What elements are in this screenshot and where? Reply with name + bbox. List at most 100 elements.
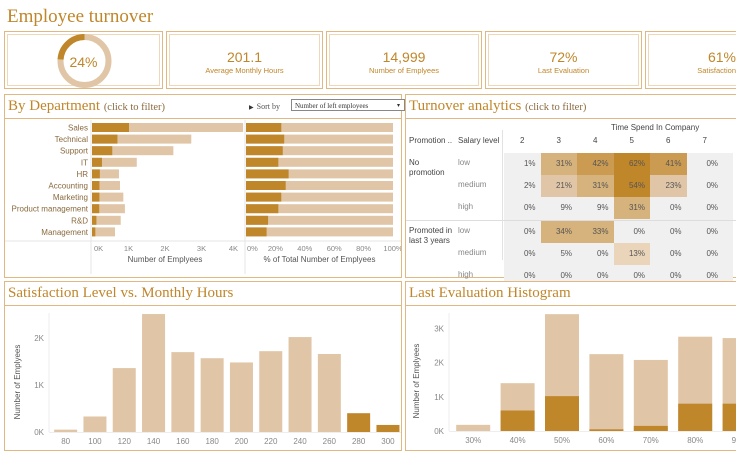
x-tick-label: 140: [147, 437, 161, 446]
bar-pct-left: [246, 204, 279, 214]
heatmap-cell: 9%: [560, 203, 572, 212]
bar-total: [92, 192, 124, 202]
heatmap-cell: 9%: [596, 203, 609, 212]
x-tick-label: 50%: [554, 436, 570, 445]
y-tick-label: 1K: [434, 393, 444, 402]
tick-label: 1K: [124, 244, 133, 253]
bar-left: [589, 429, 624, 431]
heatmap-cell: 62%: [613, 153, 650, 175]
column-header: 3: [556, 136, 561, 145]
bar-pct-total: [246, 181, 393, 190]
tick-label: 0%: [247, 244, 258, 253]
heatmap-cell: 41%: [650, 153, 687, 175]
kpi-number-of-employees[interactable]: 14,999 Number of Emplyees: [326, 31, 482, 89]
bar: [112, 368, 136, 432]
kpi-satisfaction[interactable]: 61% Satisfaction: [645, 31, 736, 89]
x-tick-label: 30%: [465, 436, 481, 445]
x-tick-label: 80: [61, 437, 70, 446]
heatmap-cell: 31%: [613, 197, 650, 219]
kpi-turnover-rate[interactable]: 24%: [4, 31, 163, 89]
evaluation-chart: 0K 1K 2K 3K Number of Emplyees 30% 40% 50% 60% 70…: [412, 313, 736, 445]
department-label: Product management: [12, 205, 89, 214]
group-divider: [406, 220, 736, 221]
x-tick-label: 260: [323, 437, 337, 446]
turnover-panel: Turnover analytics (click to filter) Tim…: [405, 94, 736, 287]
column-header: 7: [702, 136, 707, 145]
bar: [347, 413, 371, 432]
bar: [200, 358, 224, 432]
x-tick-label: 300: [381, 437, 395, 446]
bar-pct-left: [246, 146, 283, 156]
kpi-last-evaluation[interactable]: 72% Last Evaluation: [485, 31, 642, 89]
column-header: 2: [520, 136, 525, 145]
bar-total: [92, 215, 121, 225]
heatmap-cell: 0%: [596, 249, 609, 258]
kpi-value: 201.1: [226, 49, 263, 65]
bar-total: [92, 146, 174, 156]
panel-subtitle: (click to filter): [525, 102, 587, 113]
bar-left: [92, 169, 100, 179]
heatmap-cell: 0%: [669, 271, 682, 280]
tick-label: 20%: [268, 244, 283, 253]
bar-pct-total: [246, 204, 393, 214]
bar-pct-total: [246, 215, 393, 225]
heatmap-cell: 34%: [540, 221, 577, 243]
panel-title: Satisfaction Level vs. Monthly Hours: [8, 285, 234, 301]
department-label: Sales: [68, 124, 88, 133]
axis-title: % of Total Number of Emplyees: [264, 255, 376, 264]
kpi-avg-monthly-hours[interactable]: 201.1 Average Monthly Hours: [166, 31, 323, 89]
panel-header: Turnover analytics (click to filter): [406, 95, 736, 119]
bar-left: [92, 123, 130, 132]
salary-level-label: medium: [458, 180, 487, 189]
x-tick-label: 180: [205, 437, 219, 446]
bar-left: [92, 227, 96, 237]
heatmap-cell: 0%: [706, 203, 718, 212]
sort-select[interactable]: Number of left employees ▾: [291, 99, 405, 111]
bar-left: [92, 215, 97, 225]
x-tick-label: 160: [176, 437, 190, 446]
bar-pct-left: [246, 192, 282, 202]
heatmap-cell: 31%: [577, 175, 614, 197]
kpi-value: 14,999: [382, 49, 426, 65]
y-tick-label: 2K: [34, 334, 44, 343]
column-header: 6: [666, 136, 671, 145]
y-tick-label: 2K: [434, 359, 444, 368]
heatmap-cell: 0%: [523, 203, 536, 212]
department-label: Management: [41, 228, 88, 237]
tick-label: 0K: [94, 244, 103, 253]
heatmap-cell: 21%: [540, 175, 577, 197]
heatmap-cell: 0%: [633, 271, 645, 280]
bar-total: [456, 424, 491, 431]
heatmap-cell: 0%: [523, 227, 536, 236]
bar: [317, 353, 341, 432]
salary-level-label: medium: [458, 248, 487, 257]
bar-pct-total: [246, 192, 393, 202]
panel-title: Last Evaluation Histogram: [409, 285, 571, 301]
bar-pct-left: [246, 227, 267, 237]
axis-title: Number of Emplyees: [128, 255, 203, 264]
x-tick-label: 200: [235, 437, 249, 446]
triangle-right-icon: ▶: [249, 105, 254, 111]
kpi-value: 24%: [69, 54, 98, 70]
tick-label: 3K: [197, 244, 206, 253]
bar-left: [545, 396, 579, 431]
bar-pct-total: [246, 169, 393, 179]
panel-header: Last Evaluation Histogram: [406, 282, 736, 306]
bar: [171, 352, 195, 432]
kpi-row: 24% 201.1 Average Monthly Hours 14,999 N…: [4, 31, 736, 90]
bar-pct-total: [246, 157, 393, 167]
heatmap-cell: 42%: [577, 153, 614, 175]
bar-left: [92, 204, 100, 214]
kpi-value: 61%: [707, 49, 736, 65]
department-panel: By Department (click to filter) ▶ Sort by…: [4, 94, 405, 278]
chevron-down-icon: ▾: [396, 103, 400, 109]
heatmap-cell: 2%: [523, 181, 536, 190]
tick-label: 60%: [327, 244, 342, 253]
heatmap-cell: 0%: [706, 271, 718, 280]
y-axis-title: Number of Emplyees: [13, 345, 22, 420]
x-tick-label: 70%: [643, 436, 659, 445]
x-tick-label: 60%: [598, 436, 614, 445]
department-label: Support: [60, 147, 89, 156]
x-tick-label: 220: [264, 437, 278, 446]
heatmap-cell: 0%: [669, 227, 682, 236]
